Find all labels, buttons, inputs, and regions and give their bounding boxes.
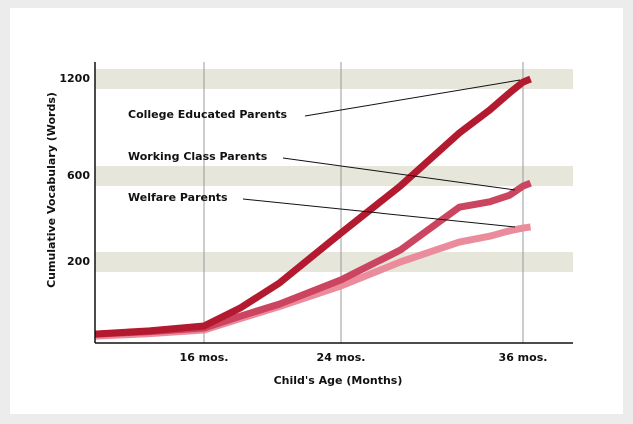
- x-tick-label: 24 mos.: [317, 351, 366, 364]
- series-label: Welfare Parents: [128, 191, 228, 204]
- x-tick-label: 16 mos.: [180, 351, 229, 364]
- grid-band: [95, 166, 573, 186]
- series-line: [94, 75, 532, 338]
- series-label: Working Class Parents: [128, 150, 268, 163]
- grid-band: [95, 69, 573, 89]
- series-label: College Educated Parents: [128, 108, 288, 121]
- leader-line: [282, 157, 516, 191]
- y-tick-label: 200: [67, 255, 90, 268]
- y-axis-title: Cumulative Vocabulary (Words): [45, 92, 58, 288]
- grid-band: [95, 252, 573, 272]
- y-tick-label: 1200: [59, 72, 90, 85]
- x-tick-label: 36 mos.: [499, 351, 548, 364]
- y-tick-label: 600: [67, 169, 90, 182]
- x-axis-title: Child's Age (Months): [274, 374, 403, 387]
- leader-line: [304, 79, 521, 117]
- leader-line: [242, 198, 516, 228]
